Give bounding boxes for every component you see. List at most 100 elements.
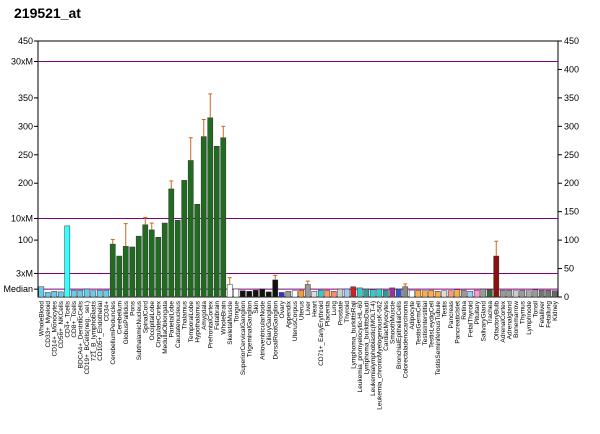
bar [200, 136, 207, 298]
x-tick-label: Adrenalgland [506, 301, 513, 340]
bar [298, 289, 305, 298]
bar [324, 289, 331, 298]
bar [519, 289, 526, 298]
x-tick-label: Liver [305, 300, 312, 315]
bar [220, 137, 227, 298]
x-tick-label: Thalamus [181, 300, 188, 329]
bar [363, 288, 370, 298]
x-tick-label: TestisSeminiferousTubule [435, 301, 442, 376]
y-tick-label: 150 [564, 207, 579, 217]
bar [64, 225, 71, 298]
bar [350, 286, 357, 298]
y-tick-label: Median [3, 284, 33, 294]
x-tick-label: TemporalLobe [188, 301, 195, 343]
bar [532, 289, 539, 298]
bar [103, 289, 110, 298]
x-tick-label: Heart [311, 301, 318, 317]
x-tick-label: Lung [331, 301, 338, 316]
x-tick-label: Amygdala [201, 301, 208, 330]
x-tick-label: CD8+_Tcells [71, 300, 78, 337]
x-tick-label: CingulateCortex [155, 300, 162, 347]
bar [90, 290, 97, 298]
bar [252, 289, 259, 298]
x-tick-label: CD105+_Endothelial [97, 300, 104, 360]
x-tick-label: Lymphoma_burkittsDaudi [363, 301, 370, 374]
x-tick-label: PancreaticIslet [454, 301, 461, 344]
x-tick-label: Ovary [279, 300, 286, 318]
bar [473, 289, 480, 298]
y-tick-label: 450 [18, 36, 33, 46]
bar [51, 291, 58, 298]
x-tick-label: Caudatenucleus [175, 300, 182, 348]
bar [460, 289, 467, 298]
bar [44, 292, 51, 298]
bar [337, 288, 344, 298]
x-tick-label: WholeBrain [220, 301, 227, 335]
x-tick-label: TestisGermCell [415, 300, 422, 345]
x-tick-label: Cerebellum [116, 301, 123, 334]
x-tick-label: CiliaryGanglion [266, 301, 273, 345]
x-tick-label: TestisInterstitial [422, 300, 429, 345]
bar [525, 290, 532, 298]
bar [343, 288, 350, 298]
x-tick-label: Placenta [324, 301, 331, 327]
x-tick-label: Hypothalamus [194, 300, 201, 342]
bar [551, 290, 558, 298]
x-tick-label: CD14+_Monocytes [51, 300, 58, 356]
bar [57, 291, 64, 298]
bar [480, 288, 487, 298]
y-tick-label: 300 [18, 121, 33, 131]
bar [181, 180, 188, 298]
bar [434, 291, 441, 298]
x-tick-label: TestisLeydigCell [428, 300, 435, 348]
x-tick-label: 721_B_lymphoblasts [90, 300, 97, 361]
x-tick-label: Skin [253, 301, 260, 314]
bar [207, 117, 214, 298]
bar [330, 291, 337, 298]
bar [187, 160, 194, 298]
x-tick-label: PrefrontalCortex [207, 300, 214, 348]
bar [194, 204, 201, 298]
x-tick-label: CardiacMyocytes [383, 300, 390, 351]
bar [304, 284, 311, 298]
x-tick-label: AdrenalCortex [500, 300, 507, 342]
x-tick-label: Retina [461, 301, 468, 320]
bar [421, 290, 428, 298]
x-tick-label: OlfactoryBulb [493, 301, 500, 340]
bar [129, 246, 136, 298]
bar [259, 288, 266, 298]
bar [278, 292, 285, 298]
bar [161, 222, 168, 298]
bar [233, 288, 240, 298]
x-tick-label: Testis [441, 300, 448, 317]
y-tick-label: 400 [564, 64, 579, 74]
x-tick-label: Colorectaladenocarcinoma [402, 301, 409, 379]
bar [168, 188, 175, 298]
x-tick-label: DorsalRootGanglion [272, 301, 279, 360]
x-tick-label: Tongue [233, 301, 240, 323]
y-tick-label: 250 [18, 150, 33, 160]
bar [512, 290, 519, 298]
x-tick-label: CD71+_EarlyErythroid [318, 301, 325, 366]
y-tick-label: 100 [564, 235, 579, 245]
x-tick-label: WholeBlood [38, 301, 45, 336]
y-tick-label: 300 [564, 121, 579, 131]
bar [545, 289, 552, 298]
bar [272, 279, 279, 298]
x-tick-label: Trachea [487, 301, 494, 325]
x-tick-label: OccipitalLobe [149, 301, 156, 341]
y-tick-label: 10xM [11, 213, 33, 223]
bar [486, 289, 493, 298]
x-tick-label: SubthalamicNucleus [136, 300, 143, 360]
x-tick-label: SmoothMuscle [389, 301, 396, 344]
plot-frame [37, 40, 559, 298]
x-tick-label: CD33+_Myeloid [45, 301, 52, 348]
x-tick-label: Lymphoma_burkittsRaji [350, 301, 357, 369]
x-tick-label: Fetalbrain [214, 301, 221, 330]
bar [135, 235, 142, 298]
bar [265, 291, 272, 298]
bar [447, 290, 454, 298]
x-tick-label: Kidney [552, 300, 559, 321]
x-tick-label: BDCA4+_DentriticCells [77, 300, 84, 368]
